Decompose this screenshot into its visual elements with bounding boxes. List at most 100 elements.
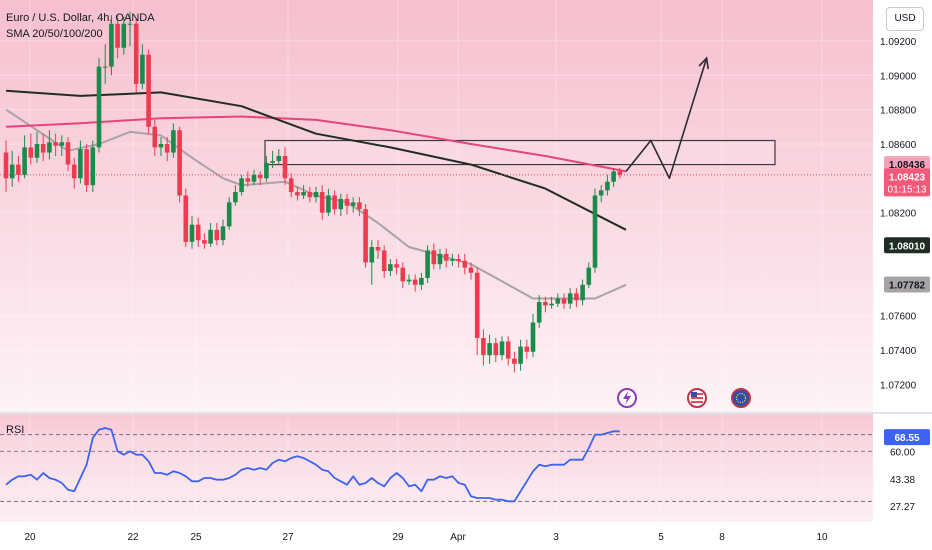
candle-body	[487, 343, 492, 356]
price-tick-label: 1.07600	[880, 312, 917, 323]
price-label-value: 1.08010	[889, 241, 926, 252]
candle-body	[152, 126, 158, 148]
price-label-box	[884, 237, 930, 254]
candle-body	[499, 341, 505, 356]
candle-body	[580, 284, 585, 301]
us-flag-event-icon[interactable]	[687, 388, 707, 408]
candle-body	[301, 192, 306, 196]
price-label-box	[884, 156, 930, 173]
candle-body	[264, 162, 269, 179]
rsi-value-label: 68.55	[894, 433, 919, 444]
candle-body	[363, 209, 368, 263]
candle-body	[127, 23, 133, 25]
candle-body	[468, 267, 474, 273]
candle-body	[245, 178, 251, 182]
candle-body	[164, 143, 170, 153]
candle-body	[543, 301, 548, 306]
candle-body	[53, 142, 58, 146]
candle-body	[456, 259, 461, 261]
price-label-countdown: 01:15:13	[888, 184, 927, 195]
candle-body	[239, 178, 244, 193]
candle-body	[518, 346, 523, 364]
candle-body	[208, 229, 213, 244]
candle-body	[71, 164, 77, 179]
candle-body	[369, 247, 375, 263]
candlesticks	[3, 11, 623, 373]
candle-body	[102, 66, 108, 68]
eu-flag-event-icon[interactable]	[731, 388, 751, 408]
time-tick-label: 5	[658, 532, 664, 543]
time-tick-label: 22	[127, 532, 139, 543]
rsi-legend[interactable]: RSI	[6, 424, 25, 436]
candle-body	[357, 202, 362, 210]
candle-body	[115, 23, 120, 48]
candle-body	[282, 155, 288, 179]
candle-body	[344, 198, 350, 206]
price-tick-label: 1.07400	[880, 346, 917, 357]
candle-body	[307, 192, 313, 198]
candle-body	[536, 301, 542, 323]
price-tick-label: 1.08800	[880, 106, 917, 117]
candle-body	[437, 253, 443, 265]
rsi-tick-label: 60.00	[890, 447, 915, 458]
candle-body	[431, 250, 437, 265]
candle-body	[9, 164, 15, 179]
candle-body	[270, 161, 275, 163]
time-tick-label: 3	[553, 532, 559, 543]
currency-button[interactable]: USD	[886, 7, 924, 31]
candle-body	[226, 202, 232, 227]
candle-body	[40, 143, 46, 153]
candle-body	[375, 247, 381, 251]
price-tick-label: 1.09000	[880, 71, 917, 82]
price-label-value: 1.08423	[889, 172, 926, 183]
projection-path	[625, 57, 708, 180]
candle-body	[462, 260, 468, 268]
candle-body	[22, 147, 27, 175]
candle-body	[319, 192, 325, 213]
price-tick-label: 1.08600	[880, 140, 917, 151]
candle-body	[493, 343, 499, 356]
candle-body	[574, 293, 579, 301]
candle-body	[158, 143, 164, 148]
sma-100-line	[5, 115, 627, 173]
candle-body	[202, 240, 207, 244]
candle-body	[28, 147, 34, 158]
candle-body	[177, 130, 182, 196]
rsi-line	[5, 427, 620, 503]
chart-title: Euro / U.S. Dollar, 4h, OANDA	[6, 12, 155, 24]
candle-body	[78, 149, 83, 179]
candle-body	[567, 293, 573, 304]
candle-body	[133, 23, 139, 84]
candle-body	[276, 155, 282, 162]
candle-body	[65, 142, 71, 165]
price-axis[interactable]: 1.07200 1.07400 1.07600 1.08200 1.08600 1.088…	[880, 37, 930, 513]
candle-body	[530, 322, 536, 352]
candle-body	[195, 224, 201, 241]
candle-body	[313, 192, 319, 198]
candle-body	[183, 195, 189, 242]
candle-body	[233, 192, 238, 203]
candle-body	[251, 174, 257, 182]
price-label-value: 1.08436	[889, 160, 926, 171]
candle-body	[381, 250, 387, 272]
candle-body	[549, 303, 554, 306]
time-tick-label: 20	[24, 532, 36, 543]
flash-event-icon[interactable]	[617, 388, 637, 408]
candle-body	[350, 202, 356, 206]
candle-body	[605, 181, 610, 191]
candle-body	[109, 23, 114, 67]
indicator-legend[interactable]: SMA 20/50/100/200	[6, 28, 103, 40]
candle-body	[140, 54, 145, 84]
candle-body	[598, 190, 604, 196]
candle-body	[592, 195, 598, 268]
candle-body	[617, 171, 623, 175]
candle-body	[419, 277, 424, 285]
price-tick-label: 1.07200	[880, 380, 917, 391]
candle-body	[326, 195, 331, 213]
price-label-value: 1.07782	[889, 280, 926, 291]
candle-body	[96, 66, 102, 148]
time-tick-label: 10	[816, 532, 828, 543]
time-axis[interactable]: 20 22 25 27 29 Apr 3 5 8 10	[24, 532, 828, 543]
candle-body	[611, 171, 616, 182]
